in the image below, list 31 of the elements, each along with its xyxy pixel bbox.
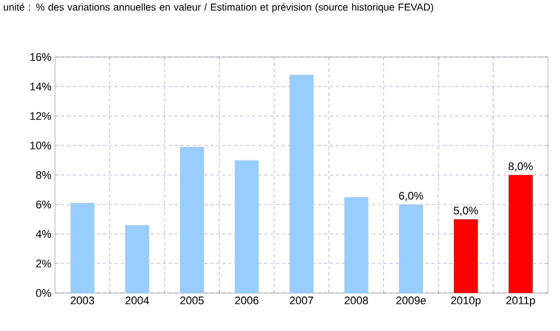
- bar: [344, 197, 368, 293]
- data-label: 8,0%: [508, 162, 533, 172]
- bar: [290, 74, 314, 293]
- y-tick-label: 2%: [36, 260, 52, 268]
- x-tick-label: 2005: [180, 296, 204, 304]
- bar: [454, 219, 478, 293]
- bar: [70, 203, 94, 293]
- data-label: 6,0%: [399, 192, 424, 201]
- chart-title: unité : % des variations annuelles en valeur / Estimation et prévision (source historique FEVAD): [4, 3, 434, 13]
- y-tick-label: 10%: [30, 142, 52, 150]
- data-label: 5,0%: [454, 206, 478, 216]
- x-tick-label: 2008: [344, 296, 368, 304]
- bar: [180, 146, 204, 293]
- bar: [234, 160, 259, 293]
- y-tick-label: 8%: [36, 171, 52, 179]
- y-tick-label: 16%: [30, 53, 52, 61]
- y-tick-label: 14%: [30, 82, 52, 90]
- bar: [399, 204, 424, 293]
- x-tick-label: 2004: [126, 296, 150, 304]
- y-tick-label: 6%: [36, 200, 52, 208]
- x-tick-label: 2010p: [451, 296, 481, 306]
- bar: [508, 175, 533, 293]
- x-tick-label: 2006: [235, 296, 258, 304]
- x-tick-label: 2009e: [396, 296, 426, 304]
- x-tick-label: 2007: [290, 296, 314, 304]
- x-tick-label: 2011p: [506, 296, 535, 306]
- y-tick-label: 0%: [36, 289, 52, 297]
- x-tick-label: 2003: [70, 296, 94, 304]
- y-tick-label: 4%: [36, 230, 52, 238]
- bar: [125, 225, 150, 293]
- y-tick-label: 12%: [30, 112, 52, 120]
